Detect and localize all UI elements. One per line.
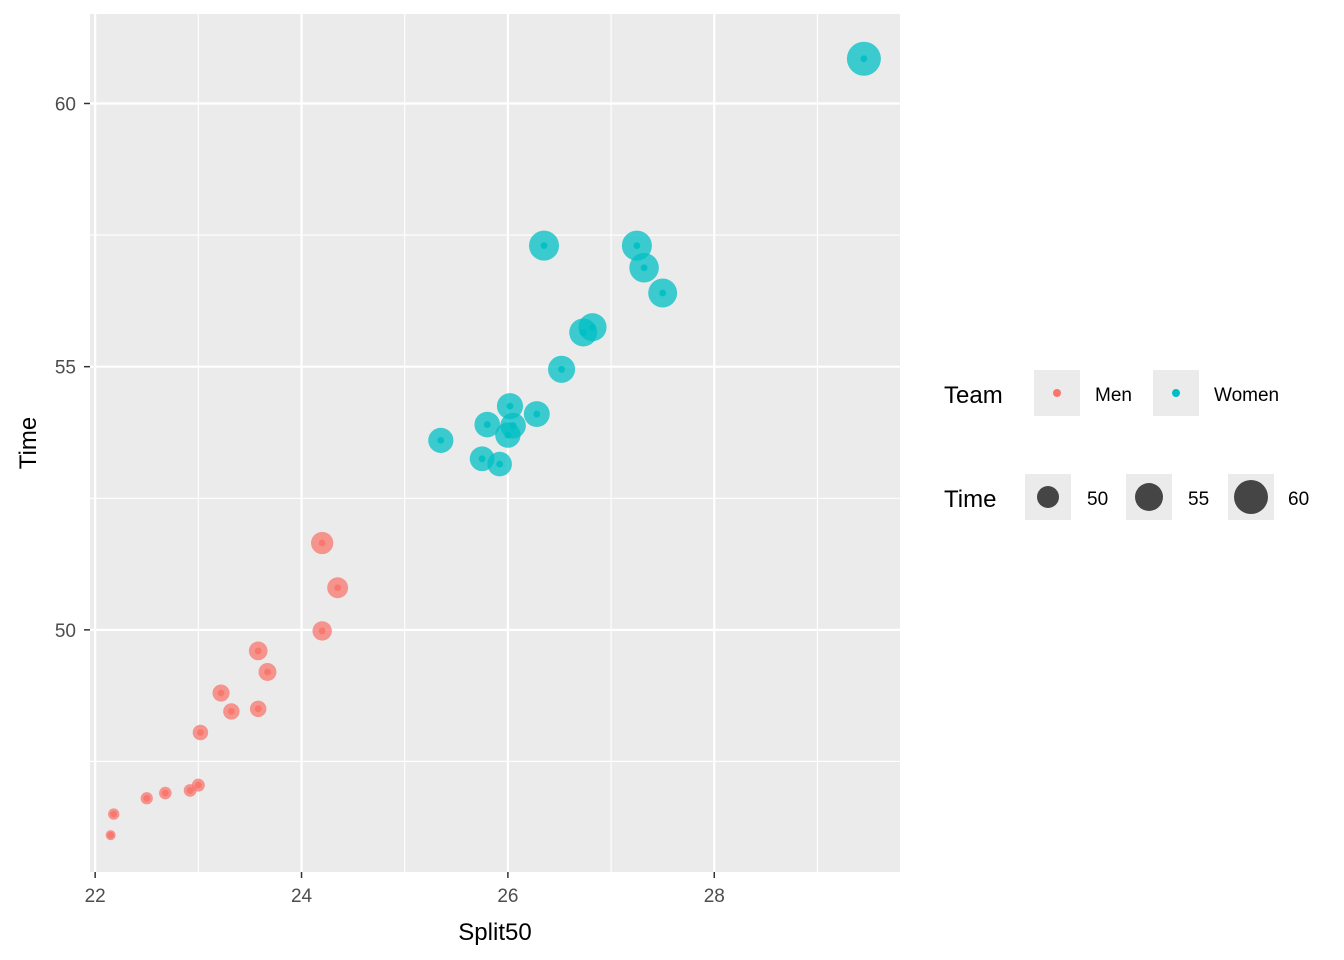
data-point-center-women [533, 410, 541, 418]
data-point-center-women [496, 460, 504, 468]
y-axis-title: Time [15, 417, 42, 469]
data-point-center-women [437, 436, 445, 444]
data-point-center-women [640, 264, 648, 272]
data-point-center-women [860, 55, 868, 63]
x-tick-label: 24 [291, 886, 313, 907]
data-point-center-men [143, 794, 151, 802]
major-gridlines [90, 14, 900, 872]
data-point-center-men [186, 787, 194, 794]
legend-color-items: Men Women [1034, 370, 1279, 416]
data-point-center-men [197, 729, 204, 736]
legend-size-title: Time [944, 486, 996, 513]
legend-swatch-women [1172, 389, 1180, 397]
x-tick-label: 28 [704, 886, 725, 907]
data-point-center-men [217, 689, 225, 697]
legend-size-label: 55 [1188, 489, 1209, 510]
plot-panel [90, 14, 900, 872]
data-point-center-women [506, 402, 514, 410]
data-point-center-men [254, 705, 262, 713]
legend-size-label: 50 [1087, 489, 1108, 510]
data-point-center-men [318, 627, 326, 635]
y-tick-label: 60 [55, 94, 76, 115]
data-point-center-women [540, 242, 548, 250]
data-point-center-men [318, 539, 326, 547]
data-point-center-men [227, 708, 235, 715]
data-point-center-women [589, 323, 596, 331]
data-point-center-men [161, 789, 169, 797]
x-axis-title: Split50 [458, 919, 531, 946]
x-tick-label: 26 [497, 886, 518, 907]
legend-size-marker [1037, 486, 1059, 508]
legend-size-marker [1234, 480, 1268, 514]
legend-color-title: Team [944, 382, 1003, 409]
data-points [105, 41, 881, 841]
legend-swatch-men [1053, 389, 1061, 397]
y-tick-label: 55 [55, 358, 76, 379]
y-tick-label: 50 [55, 621, 76, 642]
legend-size-label: 60 [1288, 489, 1309, 510]
series-women [428, 41, 881, 477]
legend: Team Men Women Time 50 55 60 [944, 370, 1309, 520]
data-point-center-men [107, 831, 115, 839]
x-axis: 22 24 26 28 [85, 872, 725, 907]
minor-gridlines [90, 14, 900, 872]
y-axis: 50 55 60 [55, 94, 90, 642]
data-point-center-men [254, 647, 262, 655]
data-point-center-men [264, 668, 271, 676]
data-point-center-women [633, 242, 641, 250]
data-point-center-women [659, 289, 667, 297]
data-point-center-men [194, 781, 202, 789]
data-point-center-women [478, 455, 486, 463]
x-tick-label: 22 [85, 886, 106, 907]
data-point-center-women [509, 422, 517, 430]
data-point-center-men [334, 584, 342, 592]
data-point-center-women [483, 421, 491, 428]
data-point-center-women [558, 365, 565, 373]
legend-size-marker [1135, 483, 1163, 511]
series-men [105, 531, 349, 841]
legend-size-items: 50 55 60 [1025, 474, 1309, 520]
legend-label-men: Men [1095, 385, 1132, 406]
legend-label-women: Women [1214, 385, 1279, 406]
data-point-center-men [110, 810, 118, 818]
